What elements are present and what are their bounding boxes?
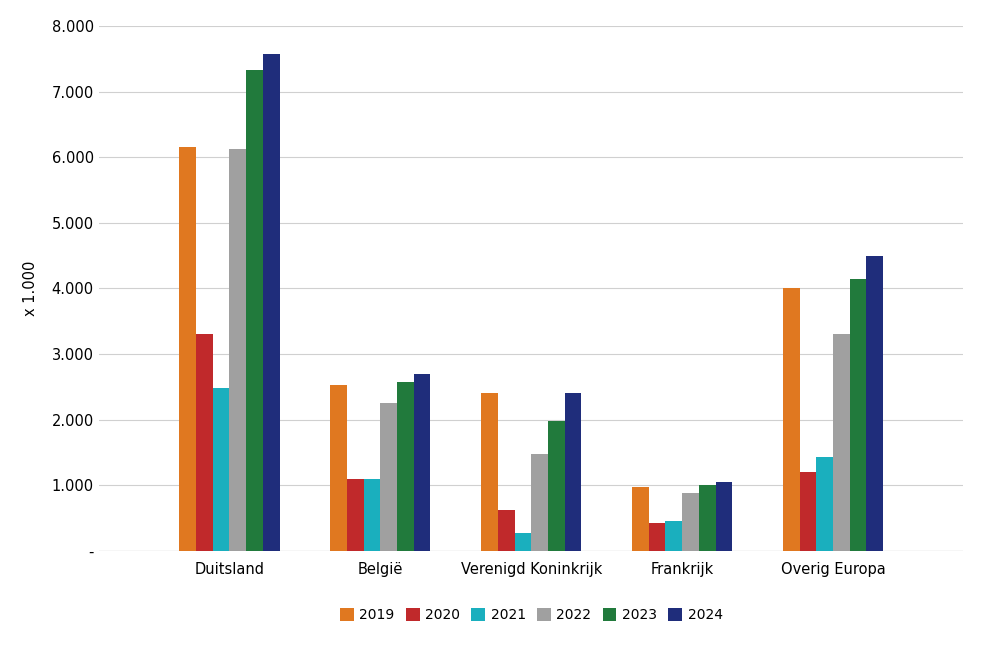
Bar bbox=[716, 482, 732, 551]
Bar bbox=[213, 388, 229, 551]
Bar bbox=[648, 523, 665, 551]
Bar bbox=[331, 385, 347, 551]
Bar bbox=[699, 485, 716, 551]
Bar bbox=[482, 393, 497, 551]
Bar bbox=[850, 279, 867, 551]
Bar bbox=[414, 374, 430, 551]
Bar bbox=[783, 288, 799, 551]
Bar bbox=[531, 454, 548, 551]
Bar bbox=[548, 421, 565, 551]
Bar bbox=[682, 493, 699, 551]
Bar bbox=[497, 510, 514, 551]
Bar bbox=[347, 479, 363, 551]
Bar bbox=[665, 521, 682, 551]
Bar bbox=[833, 334, 850, 551]
Bar bbox=[633, 487, 648, 551]
Bar bbox=[180, 147, 196, 551]
Bar bbox=[380, 403, 397, 551]
Bar bbox=[514, 533, 531, 551]
Bar bbox=[397, 382, 414, 551]
Legend: 2019, 2020, 2021, 2022, 2023, 2024: 2019, 2020, 2021, 2022, 2023, 2024 bbox=[335, 603, 728, 628]
Bar bbox=[816, 457, 833, 551]
Bar bbox=[263, 54, 279, 551]
Bar bbox=[196, 334, 213, 551]
Bar bbox=[229, 149, 246, 551]
Bar bbox=[363, 479, 380, 551]
Y-axis label: x 1.000: x 1.000 bbox=[23, 260, 38, 316]
Bar bbox=[799, 472, 816, 551]
Bar bbox=[246, 70, 263, 551]
Bar bbox=[867, 255, 883, 551]
Bar bbox=[565, 393, 581, 551]
